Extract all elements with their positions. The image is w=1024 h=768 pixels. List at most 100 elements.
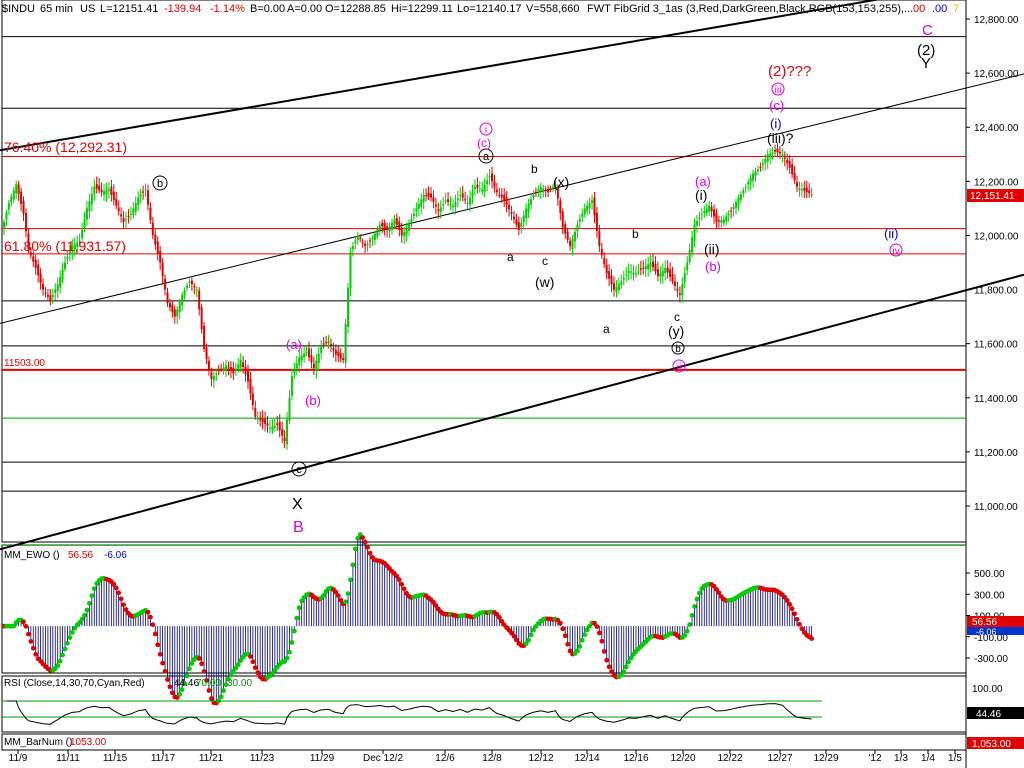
date-tick-label: 11/11 xyxy=(56,753,80,764)
candle xyxy=(578,214,581,229)
candle xyxy=(542,184,545,198)
price-tick-label: 12,600.00 xyxy=(974,69,1019,80)
date-tick-label: 11/17 xyxy=(151,753,176,764)
candle xyxy=(110,179,113,202)
candle xyxy=(288,390,291,425)
candle xyxy=(93,179,96,201)
candle xyxy=(137,191,140,211)
rsi-tick-100: 100.00 xyxy=(972,684,1003,695)
ewo-dot xyxy=(396,577,402,583)
wave-mag-iv: iv xyxy=(889,243,903,257)
ewo-dot xyxy=(33,651,39,657)
candle xyxy=(625,267,628,282)
candle xyxy=(222,361,225,376)
candle xyxy=(127,209,130,224)
ewo-dot xyxy=(62,646,68,652)
candle xyxy=(437,202,440,219)
barnum-panel[interactable] xyxy=(1,733,967,751)
ewo-dot xyxy=(145,609,151,615)
ewo-value2: -6.06 xyxy=(104,550,127,561)
ewo-current-label-2: -6.06 xyxy=(976,627,997,637)
price-panel[interactable] xyxy=(1,0,967,543)
candle xyxy=(61,262,64,284)
candle xyxy=(434,197,437,214)
date-tick-label: 12/8 xyxy=(482,753,502,764)
candle xyxy=(476,177,479,194)
candle xyxy=(661,263,664,284)
candle xyxy=(105,182,108,202)
ewo-dot xyxy=(291,628,297,634)
ewo-dot xyxy=(360,535,366,540)
wave-circled-b-2: b xyxy=(671,341,685,355)
rsi-title: RSI (Close,14,30,70,Cyan,Red) xyxy=(4,678,145,689)
candle xyxy=(283,430,286,449)
candle xyxy=(666,260,669,279)
candle xyxy=(737,194,740,211)
candle xyxy=(691,230,694,258)
ewo-dot xyxy=(89,593,95,599)
wave-labels: b a c b b a c a c X Y b (x) (w) (y) (i) … xyxy=(152,22,935,536)
wave-mag-C: C xyxy=(922,22,933,39)
svg-text:i: i xyxy=(485,125,487,136)
candle xyxy=(161,258,164,284)
ewo-dot xyxy=(296,605,302,611)
rsi-panel[interactable] xyxy=(1,675,967,733)
candle xyxy=(305,344,308,357)
candle xyxy=(654,256,657,275)
header-high: Hi=12299.11 xyxy=(391,3,453,15)
candle xyxy=(115,191,118,209)
candle xyxy=(178,298,181,320)
candle xyxy=(359,234,362,243)
candle xyxy=(427,186,430,201)
candle xyxy=(761,158,764,171)
candle xyxy=(556,184,559,206)
candle xyxy=(791,158,794,179)
candle xyxy=(312,356,315,376)
trendlines xyxy=(0,0,1024,551)
candle xyxy=(354,236,357,250)
candle xyxy=(29,247,32,259)
candle xyxy=(495,182,498,197)
candle xyxy=(442,196,445,211)
ewo-dot xyxy=(577,644,583,649)
ewo-dot xyxy=(218,694,224,700)
barnum-title: MM_BarNum () xyxy=(4,737,72,748)
ewo-dot xyxy=(621,669,627,675)
candle xyxy=(3,219,5,235)
price-tick-label: 12,400.00 xyxy=(974,123,1019,134)
candle xyxy=(700,208,703,221)
candle xyxy=(637,264,640,276)
ewo-dot xyxy=(575,648,580,654)
wave-c-2: c xyxy=(674,310,680,324)
candle xyxy=(173,305,176,324)
candle xyxy=(552,183,554,193)
ewo-dot xyxy=(399,581,405,587)
header-pct-change: -1.14% xyxy=(210,3,245,15)
candle xyxy=(200,303,203,334)
candle xyxy=(71,239,74,260)
candle xyxy=(369,237,371,249)
ewo-dot xyxy=(716,590,722,596)
ewo-dot xyxy=(118,596,124,602)
ewo-dot xyxy=(91,586,97,592)
ewo-dot xyxy=(82,612,87,618)
ewo-dot xyxy=(365,544,370,550)
candle xyxy=(27,228,30,254)
candle xyxy=(586,200,589,216)
wave-a-2: a xyxy=(603,322,610,336)
wave-blue-i: (i) xyxy=(770,116,782,131)
candle xyxy=(390,218,393,235)
candle xyxy=(395,213,398,230)
svg-text:iii: iii xyxy=(775,85,782,96)
candle xyxy=(215,368,218,381)
ewo-dot xyxy=(184,673,190,679)
candle xyxy=(154,229,157,251)
candle xyxy=(537,185,540,198)
candle xyxy=(781,148,784,163)
candle xyxy=(703,205,706,218)
candle xyxy=(517,216,520,236)
candle xyxy=(547,185,550,198)
candle xyxy=(539,182,542,199)
candle xyxy=(744,183,747,194)
